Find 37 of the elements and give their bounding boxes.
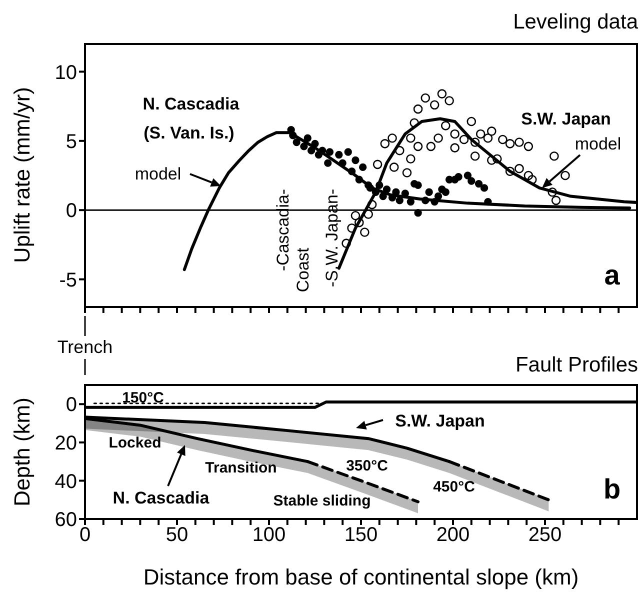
y-tick-label: 5: [66, 130, 77, 153]
y-tick-label: 60: [54, 509, 77, 532]
chart-title: Fault Profiles: [515, 354, 638, 376]
y-tick-label: 10: [54, 62, 77, 84]
annotation: S.W. Japan: [521, 110, 611, 128]
annotation: Stable sliding: [273, 492, 371, 510]
annotation: a: [604, 260, 620, 290]
annotation: S.W. Japan: [395, 412, 485, 430]
annotation: Transition: [205, 460, 277, 476]
annotation: Trench: [57, 337, 113, 357]
y-tick-label: 20: [54, 432, 77, 455]
y-tick-label: 0: [66, 200, 77, 222]
y-tick-label: -5: [59, 269, 77, 292]
annotation: N. Cascadia: [112, 488, 210, 508]
annotation: Locked: [108, 434, 162, 452]
annotation: Coast: [294, 248, 312, 292]
chart-title: Leveling data: [513, 10, 638, 34]
annotation: 350°C: [346, 458, 388, 474]
annotation: model: [134, 164, 182, 184]
y-tick-label: 40: [54, 470, 77, 493]
x-tick-label: 250: [528, 524, 562, 546]
x-tick-label: 50: [166, 524, 188, 546]
annotation: model: [574, 134, 622, 154]
x-tick-label: 200: [436, 524, 470, 546]
y-axis-title: Depth (km): [10, 398, 34, 506]
annotation: N. Cascadia: [142, 94, 240, 114]
annotation: b: [603, 474, 621, 504]
annotation: -Cascadia-: [274, 188, 292, 272]
x-tick-label: 100: [252, 524, 286, 546]
annotation: 450°C: [433, 478, 476, 496]
annotation: -S.W. Japan-: [322, 188, 342, 288]
y-tick-label: 0: [66, 394, 77, 416]
annotation: 150°C: [122, 390, 164, 406]
x-axis-title: Distance from base of continental slope (km): [143, 564, 579, 590]
annotation: (S. Van. Is.): [144, 124, 234, 142]
y-axis-title: Uplift rate (mm/yr): [10, 87, 34, 263]
x-tick-label: 150: [344, 524, 378, 546]
